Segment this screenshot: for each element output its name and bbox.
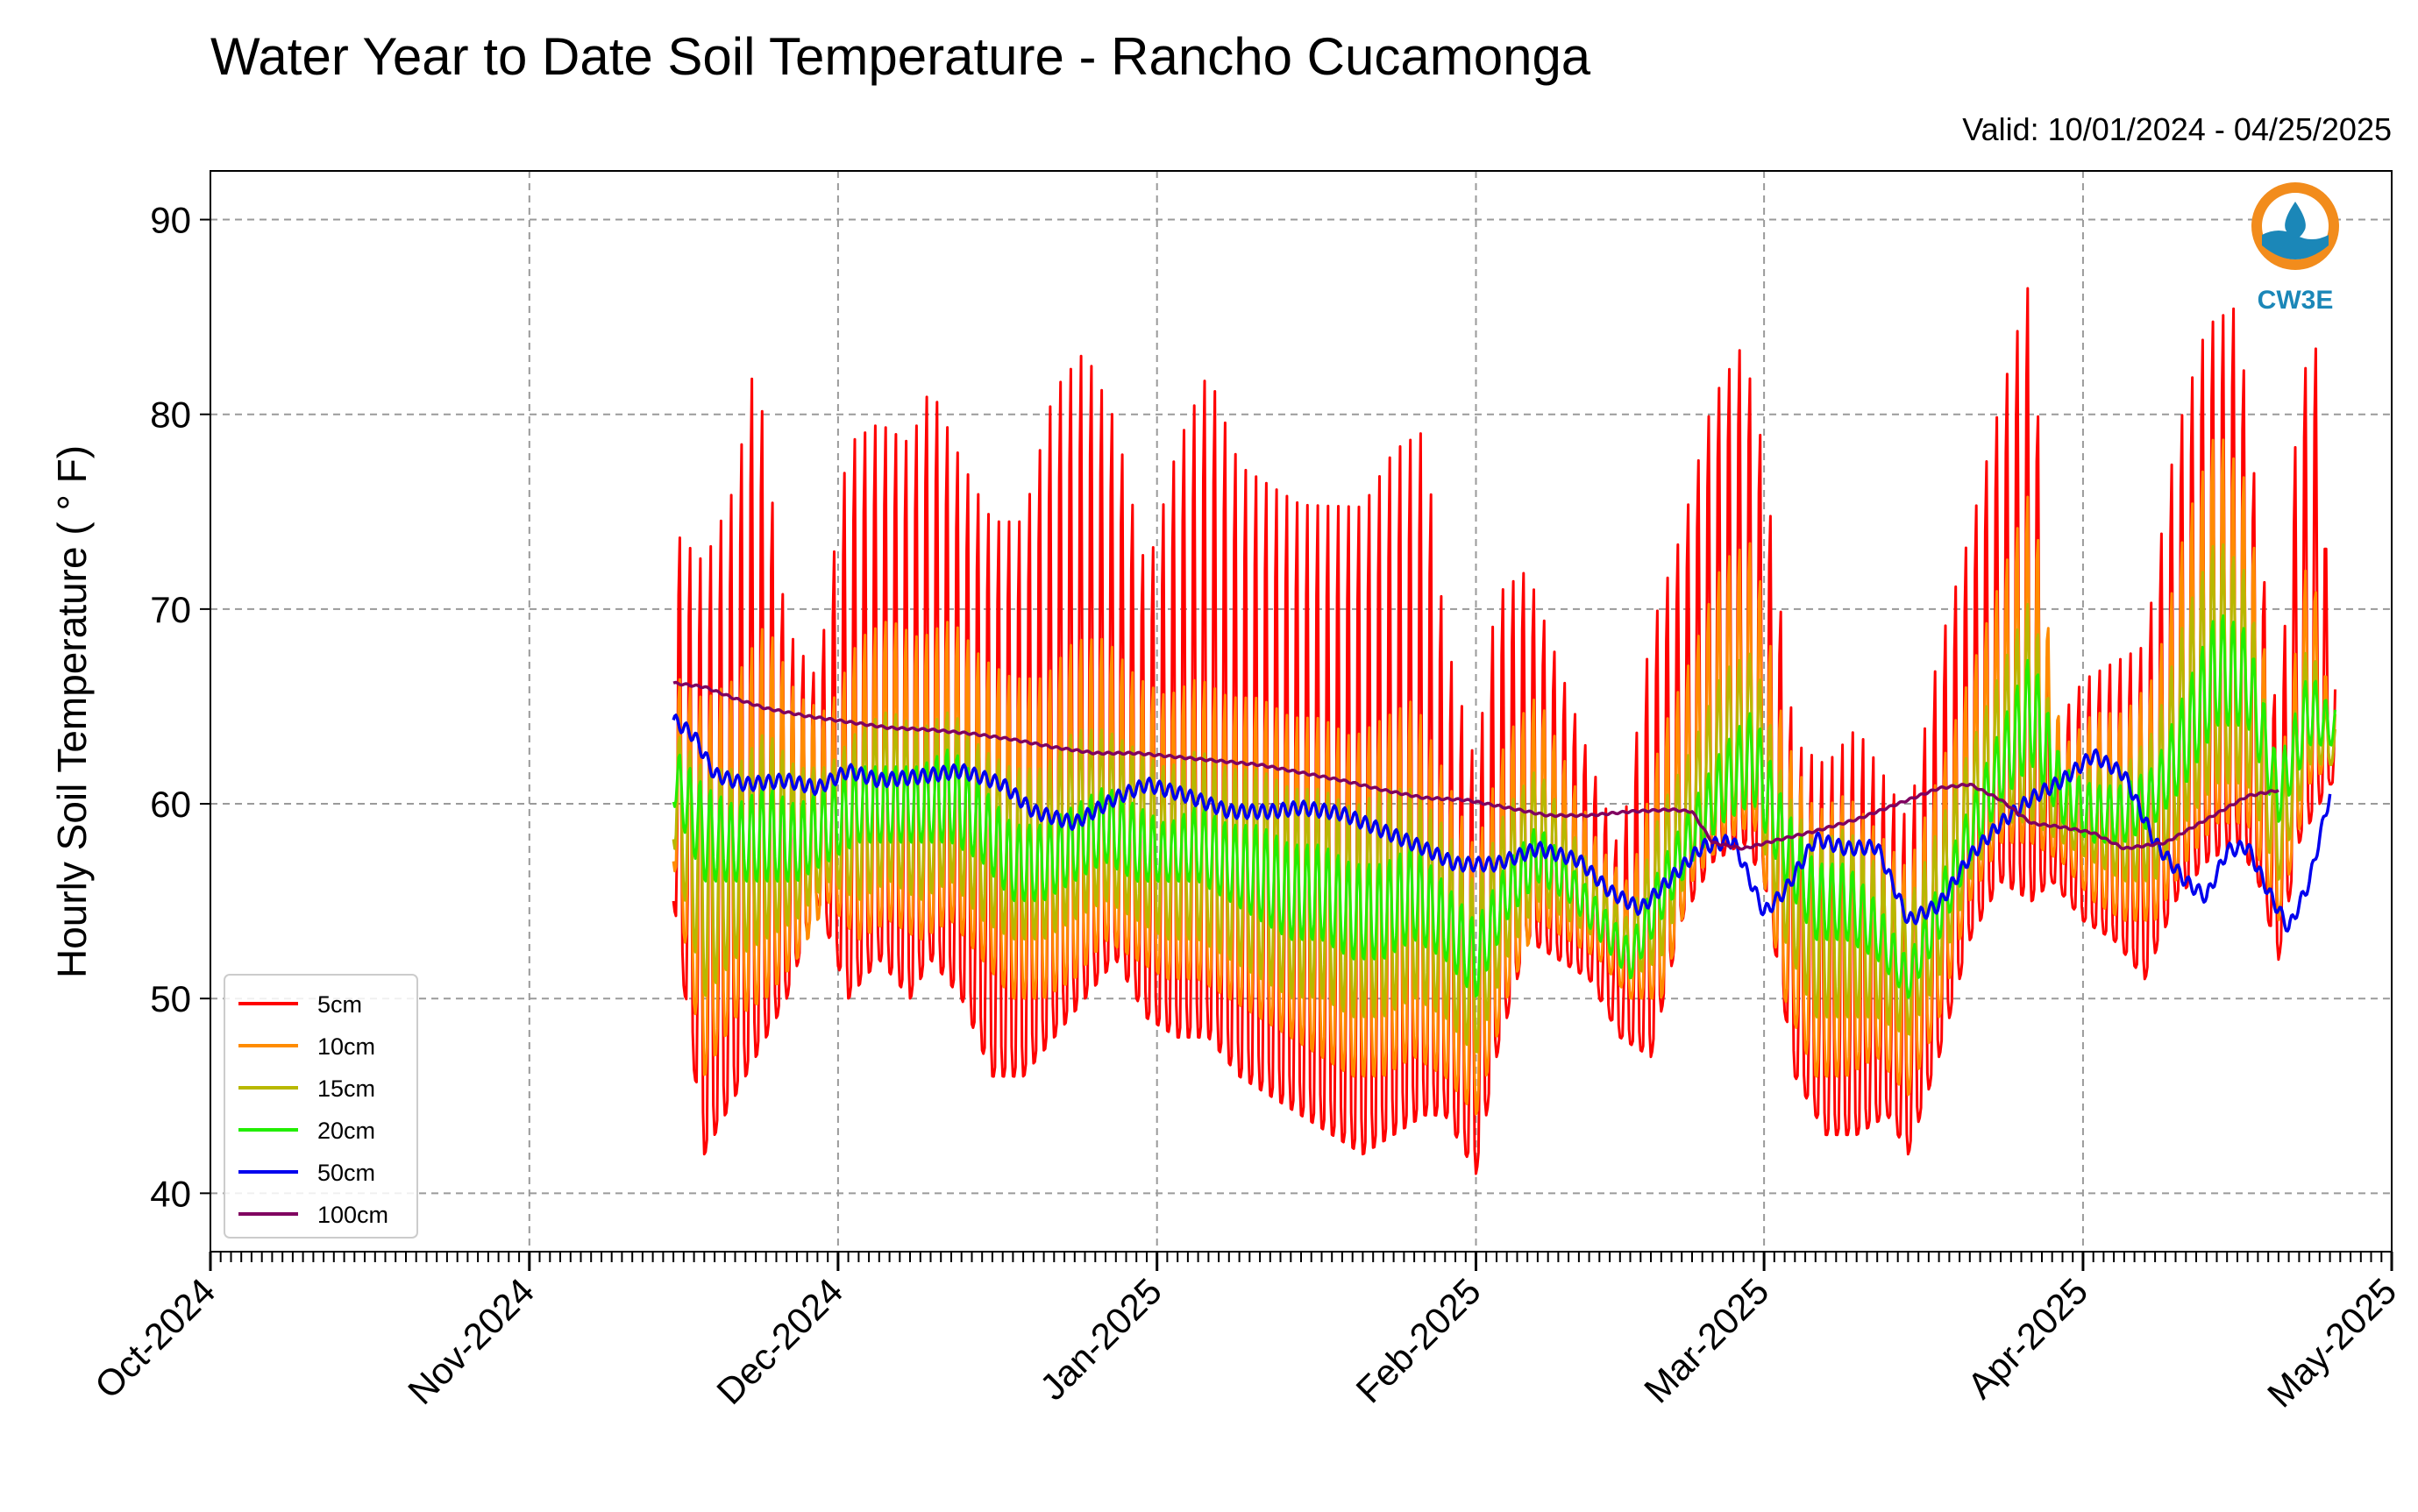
- y-tick-label: 40: [150, 1173, 191, 1214]
- chart-title: Water Year to Date Soil Temperature - Ra…: [210, 27, 1591, 86]
- series-line-5cm: [672, 287, 2336, 1175]
- legend-label-100cm: 100cm: [317, 1202, 388, 1228]
- y-tick-label: 90: [150, 200, 191, 241]
- x-tick-label: Jan-2025: [1032, 1270, 1170, 1408]
- x-minor-ticks: [210, 1252, 2393, 1262]
- y-tick-label: 80: [150, 394, 191, 436]
- logo-drop-icon: [2285, 202, 2306, 238]
- x-tick-label: Mar-2025: [1636, 1270, 1776, 1410]
- plot-layer: [672, 287, 2336, 1175]
- series-line-50cm: [672, 713, 2332, 933]
- series-line-100cm: [672, 680, 2279, 851]
- x-tick-label: Apr-2025: [1959, 1270, 2095, 1406]
- legend-label-50cm: 50cm: [317, 1160, 375, 1186]
- legend: 5cm 10cm 15cm 20cm 50cm 100cm: [224, 974, 418, 1239]
- series-line-20cm: [672, 614, 2336, 999]
- series-line-10cm: [672, 438, 2336, 1116]
- x-tick-label: Nov-2024: [400, 1270, 542, 1412]
- cw3e-logo: CW3E: [2251, 182, 2339, 315]
- y-tick-label: 70: [150, 589, 191, 630]
- x-tick-label: Oct-2024: [87, 1270, 223, 1406]
- x-tick-label: Feb-2025: [1348, 1270, 1489, 1410]
- legend-label-15cm: 15cm: [317, 1075, 375, 1102]
- legend-label-5cm: 5cm: [317, 991, 362, 1018]
- legend-label-10cm: 10cm: [317, 1033, 375, 1060]
- y-axis-label: Hourly Soil Temperature ( ° F): [49, 445, 95, 978]
- x-tick-label: May-2025: [2259, 1270, 2404, 1415]
- chart-subtitle: Valid: 10/01/2024 - 04/25/2025: [1962, 111, 2392, 147]
- x-tick-label: Dec-2024: [708, 1270, 850, 1412]
- logo-wave-icon: [2262, 231, 2329, 259]
- logo-text: CW3E: [2258, 286, 2334, 315]
- legend-label-20cm: 20cm: [317, 1118, 375, 1144]
- y-tick-label: 60: [150, 784, 191, 825]
- y-tick-label: 50: [150, 978, 191, 1019]
